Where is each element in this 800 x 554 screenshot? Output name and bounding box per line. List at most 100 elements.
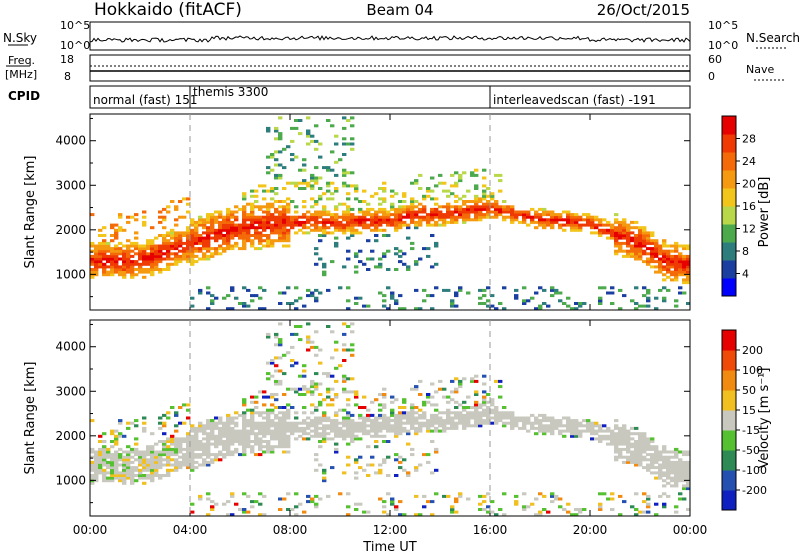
velocity-cell bbox=[110, 463, 115, 467]
velocity-cell bbox=[294, 426, 299, 430]
velocity-cell bbox=[386, 429, 391, 433]
power-cell bbox=[542, 218, 547, 222]
power-cell bbox=[682, 254, 687, 258]
velocity-cell bbox=[654, 460, 659, 464]
velocity-cell bbox=[358, 413, 363, 417]
velocity-cell bbox=[282, 432, 287, 436]
velocity-cell bbox=[282, 424, 287, 428]
power-cell bbox=[394, 215, 399, 219]
power-cell bbox=[386, 213, 391, 217]
power-cell bbox=[318, 213, 323, 217]
power-cell bbox=[194, 260, 199, 264]
power-cell bbox=[190, 260, 195, 264]
power-cell bbox=[590, 220, 595, 224]
power-cell bbox=[474, 210, 479, 214]
velocity-cell bbox=[174, 466, 179, 470]
velocity-cell bbox=[554, 419, 559, 423]
velocity-cell bbox=[614, 455, 619, 459]
power-cell bbox=[402, 252, 407, 256]
power-cell bbox=[610, 234, 615, 237]
power-cell bbox=[470, 207, 475, 211]
velocity-cell bbox=[658, 463, 663, 467]
velocity-cell bbox=[390, 426, 395, 430]
power-cell bbox=[598, 296, 603, 300]
power-cell bbox=[398, 213, 403, 217]
velocity-cell bbox=[314, 421, 319, 425]
power-cell bbox=[110, 254, 115, 258]
power-cell bbox=[134, 244, 139, 248]
velocity-cell bbox=[94, 468, 99, 472]
power-cell bbox=[530, 296, 535, 300]
velocity-cell bbox=[222, 502, 227, 506]
power-cell bbox=[402, 223, 407, 227]
power-cell bbox=[642, 260, 647, 264]
power-cell bbox=[102, 265, 107, 269]
velocity-cell bbox=[666, 455, 671, 459]
power-cell bbox=[406, 207, 411, 211]
power-cell bbox=[458, 173, 463, 177]
power-cell bbox=[558, 299, 563, 303]
velocity-cell bbox=[682, 484, 687, 488]
power-cell bbox=[626, 254, 631, 258]
velocity-cell bbox=[146, 447, 151, 451]
velocity-cell bbox=[254, 442, 259, 446]
power-cell bbox=[386, 286, 391, 290]
velocity-cell bbox=[126, 463, 131, 467]
velocity-cell bbox=[302, 387, 307, 391]
velocity-cell bbox=[262, 421, 267, 425]
velocity-cell bbox=[150, 432, 155, 436]
velocity-cell bbox=[202, 447, 207, 451]
velocity-cell bbox=[458, 382, 463, 386]
power-cell bbox=[198, 288, 203, 292]
power-heatmap bbox=[90, 116, 690, 310]
velocity-cell bbox=[422, 453, 427, 457]
velocity-cell bbox=[346, 348, 351, 352]
velocity-cell bbox=[418, 413, 423, 417]
power-cell bbox=[102, 249, 107, 253]
power-cell bbox=[450, 184, 455, 188]
power-cell bbox=[110, 270, 115, 274]
power-cell bbox=[454, 205, 459, 209]
velocity-cell bbox=[646, 510, 651, 514]
velocity-cell bbox=[598, 492, 603, 496]
power-cell bbox=[258, 234, 263, 237]
power-cell bbox=[274, 228, 279, 232]
power-cell bbox=[622, 218, 627, 222]
power-cell bbox=[190, 296, 195, 300]
velocity-cell bbox=[506, 413, 511, 417]
velocity-cell bbox=[654, 455, 659, 459]
power-cell bbox=[450, 304, 455, 308]
power-cell bbox=[454, 291, 459, 295]
velocity-cell bbox=[378, 471, 383, 475]
velocity-cell bbox=[234, 411, 239, 415]
power-cell bbox=[230, 244, 235, 248]
velocity-cell bbox=[502, 424, 507, 428]
power-cell bbox=[334, 173, 339, 177]
power-cell bbox=[114, 262, 119, 266]
power-cell bbox=[626, 223, 631, 227]
velocity-cell bbox=[210, 434, 215, 438]
velocity-cell bbox=[158, 474, 163, 477]
velocity-cell bbox=[358, 466, 363, 470]
power-cell bbox=[642, 241, 647, 245]
velocity-cell bbox=[258, 502, 263, 506]
power-cell bbox=[334, 241, 339, 245]
velocity-cell bbox=[130, 466, 135, 470]
velocity-cell bbox=[258, 447, 263, 451]
power-cell bbox=[610, 231, 615, 235]
power-cell bbox=[146, 247, 151, 251]
power-cell bbox=[322, 228, 327, 232]
velocity-cell bbox=[282, 450, 287, 454]
velocity-cell bbox=[342, 434, 347, 438]
velocity-cell bbox=[198, 453, 203, 457]
power-cell bbox=[454, 200, 459, 203]
velocity-cell bbox=[354, 508, 359, 511]
velocity-cell bbox=[510, 424, 515, 428]
power-cell bbox=[122, 254, 127, 258]
power-cell bbox=[382, 213, 387, 217]
freq-label: Freq. bbox=[8, 54, 35, 67]
power-cell bbox=[474, 200, 479, 203]
power-cell bbox=[370, 194, 375, 198]
power-cell bbox=[286, 181, 291, 185]
velocity-cell bbox=[146, 463, 151, 467]
